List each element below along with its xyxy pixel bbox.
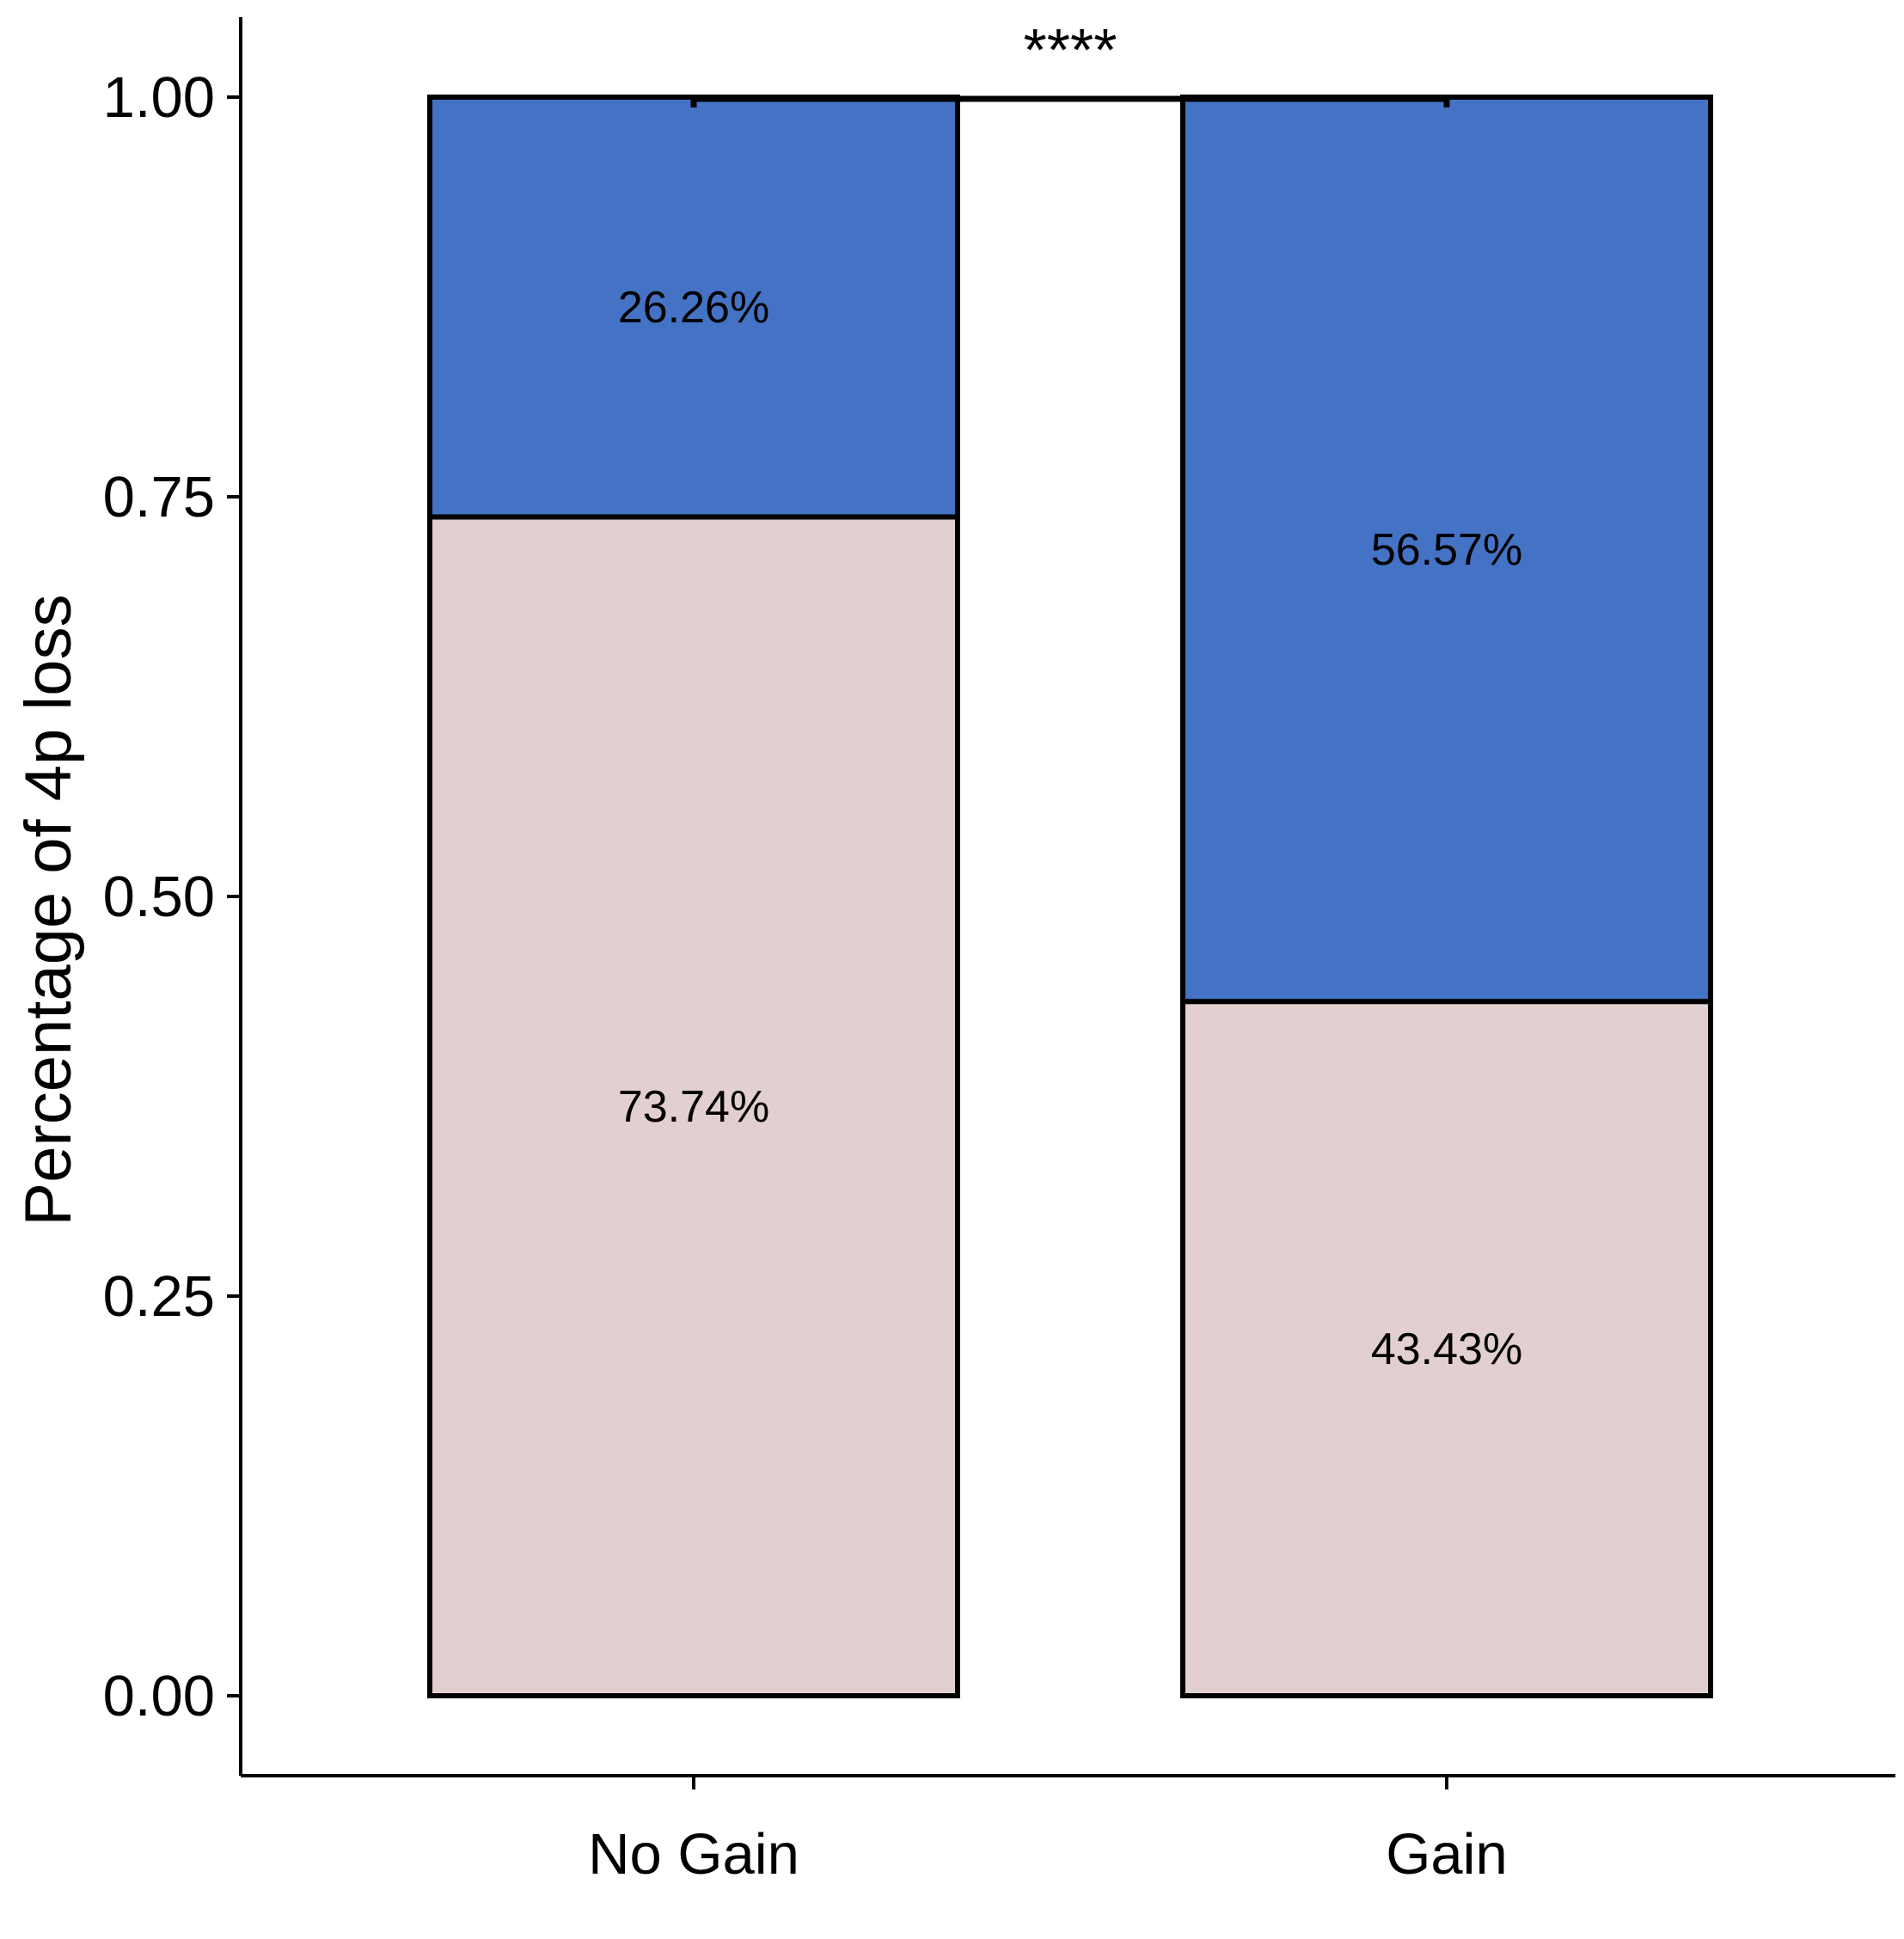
y-tick-label: 0.00 (103, 1664, 215, 1728)
bar-segment (427, 95, 960, 520)
bar-data-label: 56.57% (1371, 525, 1522, 575)
bar-segment (1180, 95, 1713, 1005)
bar-data-label: 26.26% (618, 283, 769, 333)
data-labels-layer: 73.74% 26.26% 43.43% 56.57% (618, 283, 1522, 1374)
y-axis-ticks: 0.00 0.25 0.50 0.75 1.00 (103, 65, 241, 1728)
bar-data-label: 43.43% (1371, 1324, 1522, 1374)
bar-segment (427, 514, 960, 1698)
significance-bracket: **** (690, 16, 1450, 107)
significance-bracket-line (690, 95, 1450, 107)
bars-layer (427, 95, 1713, 1698)
x-tick-label: No Gain (588, 1822, 799, 1887)
bar-data-label: 73.74% (618, 1082, 769, 1132)
significance-label: **** (1024, 16, 1117, 83)
y-tick-label: 0.25 (103, 1264, 215, 1329)
y-tick-label: 1.00 (103, 65, 215, 130)
y-tick-label: 0.75 (103, 465, 215, 529)
x-tick-label: Gain (1386, 1822, 1508, 1887)
x-axis-ticks: No Gain Gain (588, 1776, 1508, 1887)
y-axis-title: Percentage of 4p loss (12, 594, 85, 1226)
y-tick-label: 0.50 (103, 865, 215, 929)
